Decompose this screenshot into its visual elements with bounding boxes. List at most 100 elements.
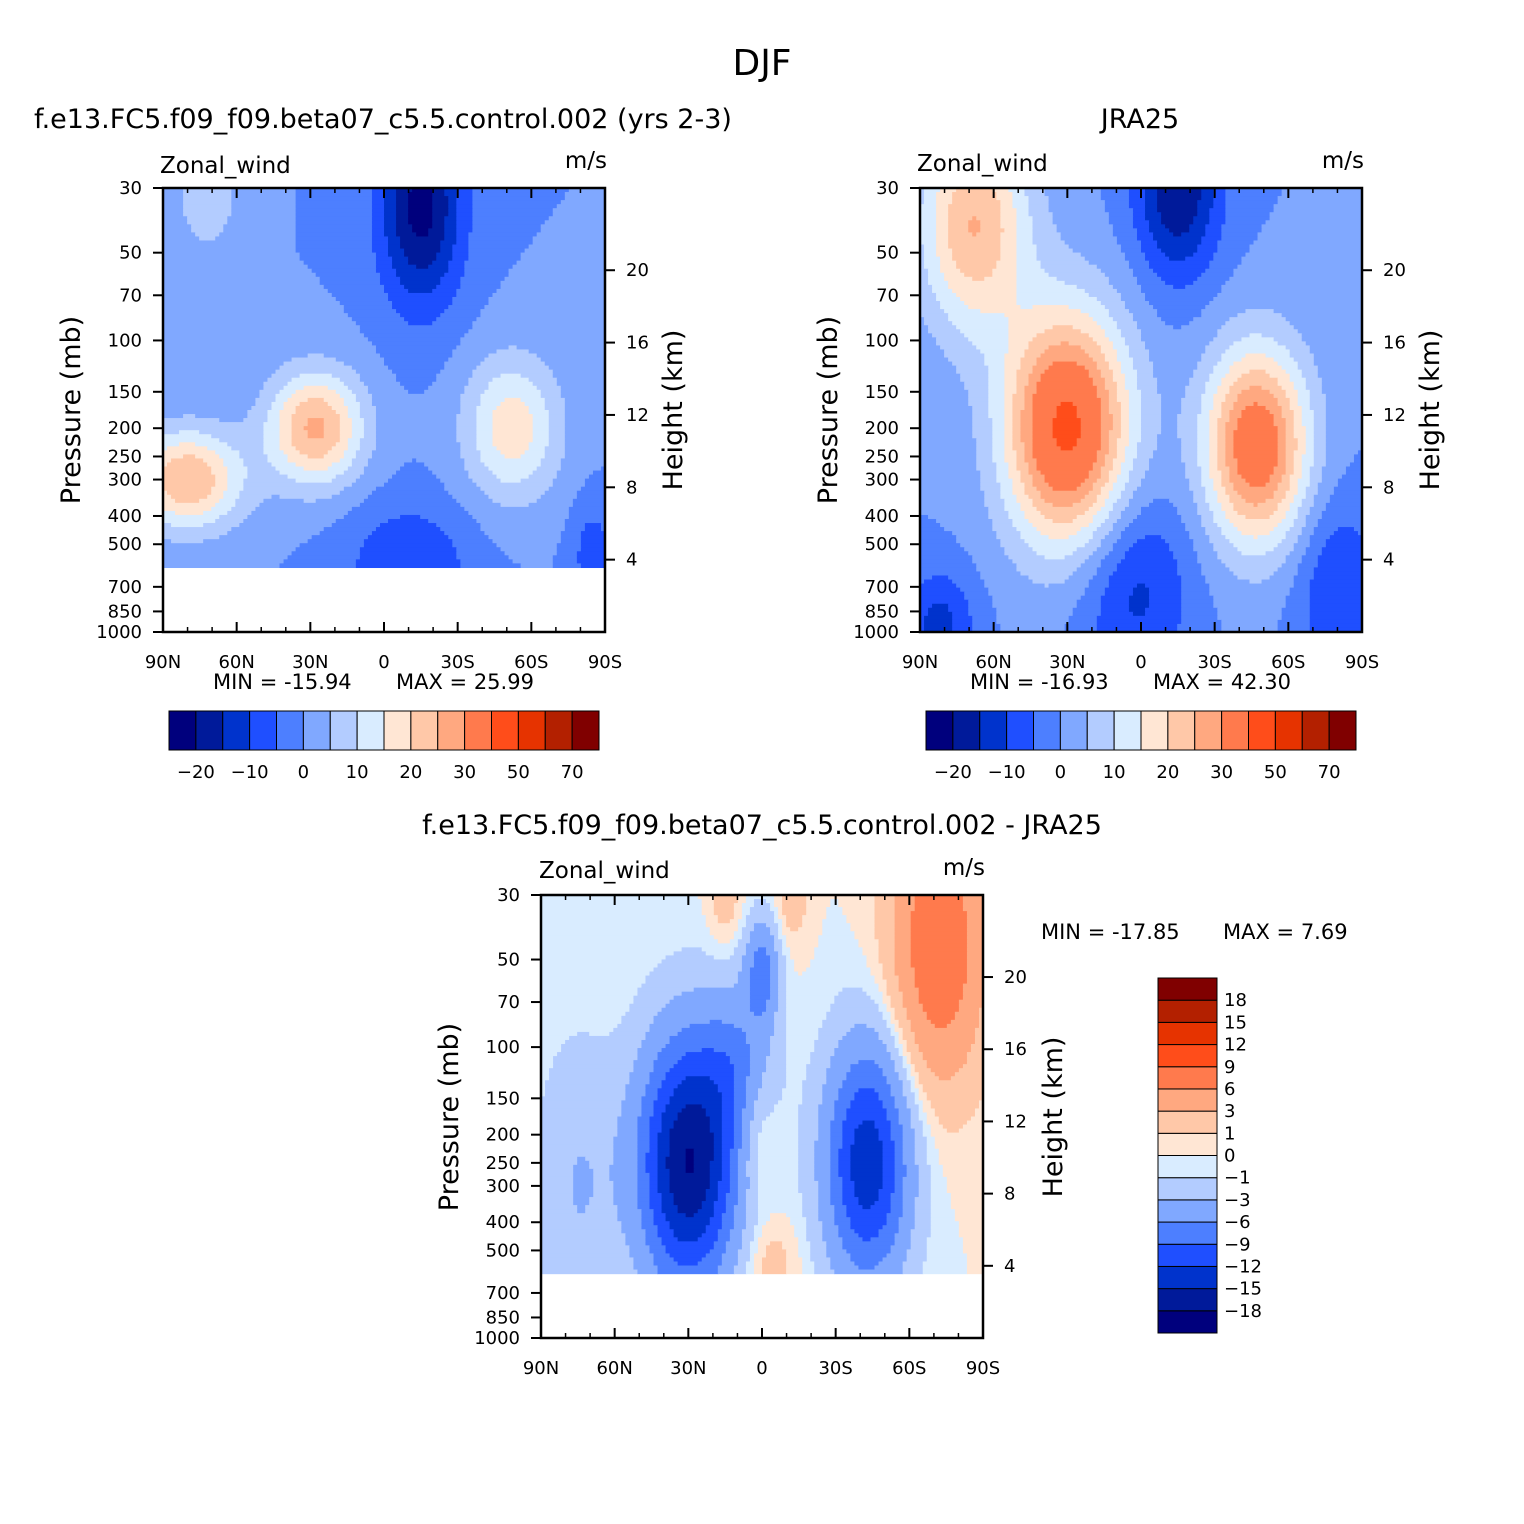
contour-cell [894,955,912,961]
contour-cell [1217,434,1226,439]
contour-cell [295,224,373,229]
contour-cell [701,1104,723,1110]
contour-cell [472,224,542,229]
contour-cell [1072,571,1098,577]
contour-cell [235,498,265,504]
contour-cell [1124,506,1142,512]
contour-cell [1245,309,1275,314]
contour-cell [850,1152,884,1158]
contour-cell [936,236,949,242]
contour-cell [1177,563,1202,569]
contour-cell [163,490,168,496]
contour-cell [1136,276,1162,282]
contour-cell [1008,470,1022,476]
contour-cell [1297,482,1311,488]
contour-cell [733,1140,743,1146]
contour-cell [657,1225,671,1230]
contour-cell [1225,321,1291,326]
contour-cell [1040,353,1090,359]
contour-cell [163,192,184,197]
contour-cell [541,1144,614,1150]
contour-cell [920,309,945,314]
contour-cell [1177,422,1198,427]
contour-cell [960,543,1001,548]
contour-cell [1141,244,1158,250]
contour-cell [536,498,574,504]
contour-cell [621,1225,643,1230]
contour-cell [1124,454,1138,460]
contour-cell [705,915,719,920]
contour-cell [918,991,964,997]
contour-cell [798,1104,819,1110]
contour-cell [1004,502,1022,508]
contour-cell [1309,623,1363,629]
contour-cell [1325,438,1363,443]
contour-cell [299,373,333,379]
contour-cell [766,1116,799,1122]
contour-cell [910,1088,920,1093]
contour-cell [753,951,767,957]
contour-cell [882,967,896,973]
contour-cell [1028,373,1042,379]
contour-cell [1325,506,1363,512]
contour-cell [886,1217,900,1222]
contour-cell [830,1056,892,1061]
contour-cell [541,1027,614,1033]
contour-cell [1181,518,1202,524]
contour-cell [774,899,783,904]
contour-cell [163,543,301,548]
contour-cell [782,923,787,928]
contour-cell [972,341,1009,347]
contour-cell [1233,502,1255,508]
contour-cell [657,1172,671,1178]
contour-cell [1132,591,1150,597]
contour-cell [163,401,257,407]
contour-cell [1273,208,1363,213]
contour-cell [1197,555,1218,560]
contour-cell [456,426,478,431]
colorbar-label: 70 [1318,762,1341,783]
contour-cell [1024,442,1034,447]
contour-cell [757,1152,799,1158]
contour-cell [1032,474,1046,480]
contour-cell [936,196,953,201]
contour-cell [1181,579,1206,585]
contour-cell [1305,551,1323,556]
contour-cell [541,955,667,961]
contour-cell [766,1003,779,1009]
contour-cell [1209,301,1363,306]
contour-cell [1120,535,1146,540]
contour-cell [745,1209,759,1214]
contour-cell [818,1197,831,1202]
contour-cell [992,446,1005,451]
contour-cell [1096,385,1106,391]
contour-cell [335,474,361,480]
contour-cell [713,1132,723,1138]
contour-cell [1056,405,1078,411]
panel-title-diff: f.e13.FC5.f09_f09.beta07_c5.5.control.00… [422,810,1102,841]
contour-cell [1128,418,1142,423]
contour-cell [363,470,397,476]
contour-cell [371,224,385,229]
contour-cell [480,523,566,528]
contour-cell [436,377,469,383]
contour-cell [842,1241,896,1246]
contour-cell [1209,414,1222,419]
contour-cell [810,1253,827,1259]
contour-cell [1092,482,1106,488]
contour-cell [541,1172,574,1178]
y-axis-label-obs: Pressure (mb) [813,316,844,504]
contour-cell [1201,357,1222,363]
contour-cell [874,1027,892,1033]
contour-cell [988,510,1009,516]
contour-cell [1301,418,1315,423]
contour-cell [319,276,381,282]
contour-cell [295,410,337,415]
contour-cell [924,579,953,585]
contour-cell [1000,200,1014,205]
colorbar-label: 0 [1055,762,1066,783]
contour-cell [1281,313,1363,318]
contour-cell [870,1205,892,1210]
contour-cell [1112,341,1126,347]
contour-cell [1124,486,1138,492]
